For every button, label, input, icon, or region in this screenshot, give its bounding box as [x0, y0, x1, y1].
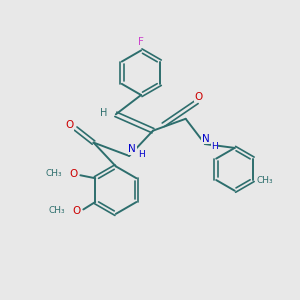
Text: F: F [138, 37, 144, 47]
Text: O: O [194, 92, 202, 102]
Text: O: O [69, 169, 77, 179]
Text: N: N [128, 144, 136, 154]
Text: CH₃: CH₃ [256, 176, 273, 184]
Text: H: H [138, 150, 145, 159]
Text: O: O [72, 206, 80, 216]
Text: CH₃: CH₃ [48, 206, 65, 215]
Text: O: O [65, 120, 73, 130]
Text: N: N [202, 134, 209, 144]
Text: H: H [211, 142, 218, 151]
Text: H: H [100, 108, 107, 118]
Text: CH₃: CH₃ [45, 169, 62, 178]
